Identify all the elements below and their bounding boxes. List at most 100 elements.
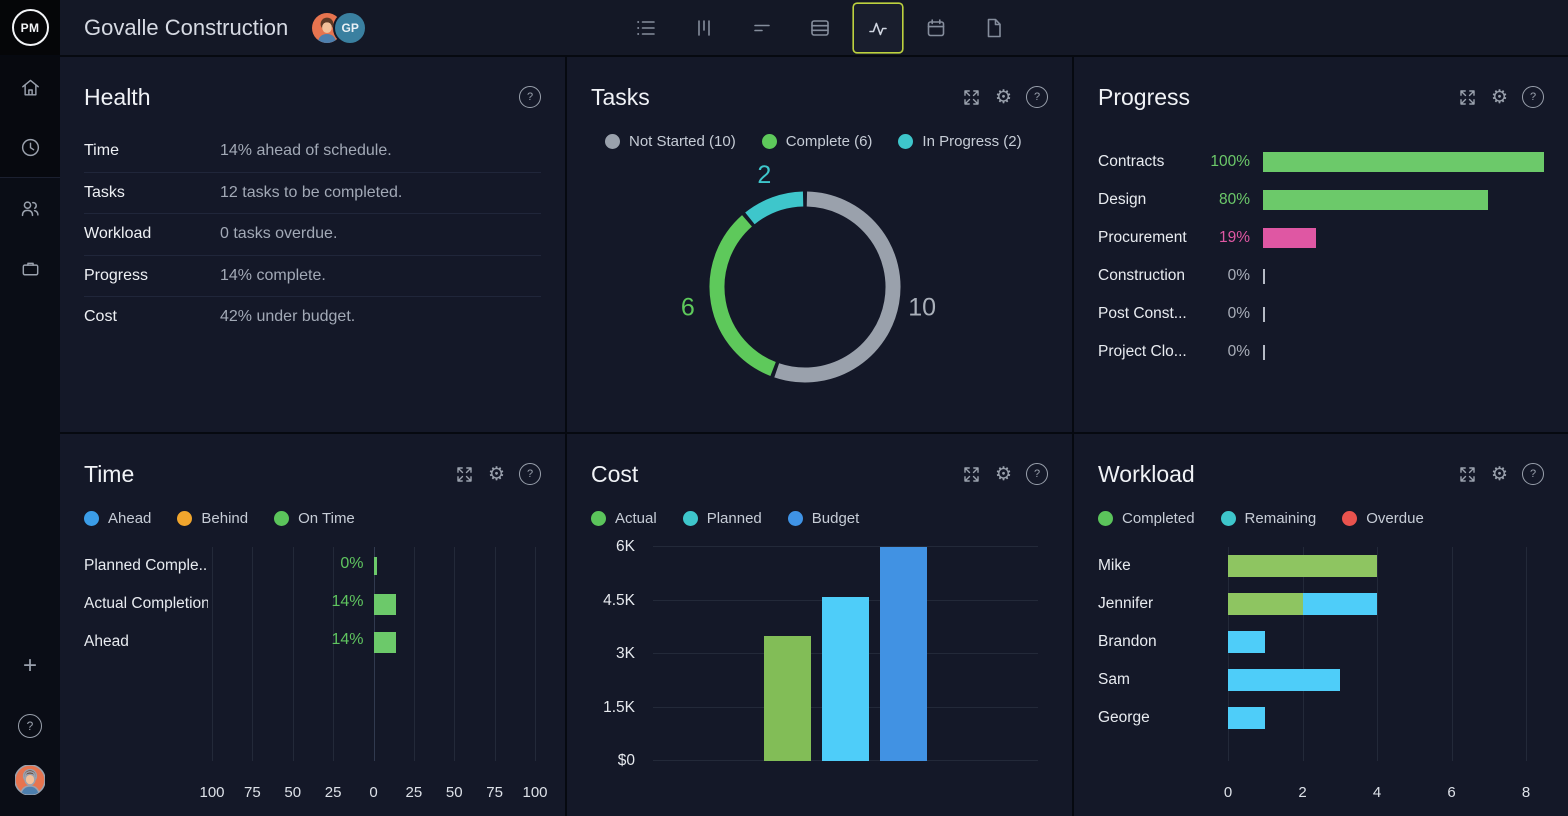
progress-row-label: Contracts xyxy=(1098,153,1165,170)
progress-row: Post Const... 0% xyxy=(1098,295,1544,333)
health-row: Progress 14% complete. xyxy=(84,254,541,297)
workload-row xyxy=(1228,661,1526,699)
legend-item[interactable]: Behind xyxy=(177,510,248,527)
sidebar-item-team[interactable] xyxy=(0,178,60,238)
legend-item[interactable]: Actual xyxy=(591,510,657,527)
axis-tick-label: 6 xyxy=(1447,784,1456,801)
legend-item[interactable]: Ahead xyxy=(84,510,151,527)
axis-tick-label: $0 xyxy=(617,752,635,769)
expand-icon[interactable] xyxy=(1458,465,1477,484)
progress-row: Construction 0% xyxy=(1098,257,1544,295)
progress-row-percent: 0% xyxy=(1227,343,1250,360)
sidebar-item-timesheets[interactable] xyxy=(0,117,60,177)
tool-list-view[interactable] xyxy=(626,8,666,48)
expand-icon[interactable] xyxy=(1458,88,1477,107)
legend-item[interactable]: Budget xyxy=(787,510,859,527)
donut-segment-complete xyxy=(709,215,776,376)
gridline xyxy=(535,547,536,761)
gear-icon[interactable]: ⚙ xyxy=(994,463,1012,485)
health-row-value: 0 tasks overdue. xyxy=(220,225,338,243)
tool-gantt-view[interactable] xyxy=(742,8,782,48)
legend-dot-icon xyxy=(591,511,606,526)
list-icon xyxy=(637,20,655,35)
help-icon[interactable]: ? xyxy=(519,86,541,108)
axis-tick-label: 25 xyxy=(405,784,423,801)
workload-row xyxy=(1228,547,1526,585)
add-button[interactable]: + xyxy=(0,636,60,696)
tool-dashboard-view[interactable] xyxy=(854,3,902,52)
calendar-icon xyxy=(927,18,945,36)
sidebar: + ? xyxy=(0,57,60,816)
gear-icon[interactable]: ⚙ xyxy=(1490,86,1508,108)
help-icon[interactable]: ? xyxy=(519,463,541,485)
gear-icon[interactable]: ⚙ xyxy=(994,86,1012,108)
user-avatar[interactable] xyxy=(0,756,60,804)
panel-time: Time ⚙ ? Ahead Behind On Time Planned Comp… xyxy=(60,434,565,816)
expand-icon[interactable] xyxy=(962,465,981,484)
expand-icon[interactable] xyxy=(455,465,474,484)
cost-y-axis: $0 1.5K 3K 4.5K 6K xyxy=(591,538,643,769)
table-icon xyxy=(811,19,829,36)
workload-row xyxy=(1228,699,1526,737)
gridline xyxy=(653,546,1038,547)
workload-bar-remaining xyxy=(1228,669,1340,691)
help-icon[interactable]: ? xyxy=(1026,86,1048,108)
home-icon xyxy=(21,79,39,96)
axis-tick-label: 3K xyxy=(616,645,635,662)
panel-title-time: Time xyxy=(84,460,135,487)
progress-bar xyxy=(1263,190,1488,210)
legend-item[interactable]: On Time xyxy=(274,510,355,527)
legend-dot-icon xyxy=(787,511,803,526)
legend-item[interactable]: Remaining xyxy=(1220,510,1316,527)
gridline xyxy=(1526,547,1527,761)
health-row-label: Time xyxy=(84,142,119,160)
progress-row-percent: 19% xyxy=(1218,229,1250,246)
progress-bar-track xyxy=(1263,228,1544,248)
gantt-icon xyxy=(754,24,770,31)
help-icon[interactable]: ? xyxy=(1522,463,1544,485)
help-icon[interactable]: ? xyxy=(1026,463,1048,485)
sidebar-item-home[interactable] xyxy=(0,57,60,117)
tool-calendar-view[interactable] xyxy=(916,8,956,48)
expand-icon[interactable] xyxy=(962,88,981,107)
app-logo[interactable]: PM xyxy=(0,0,60,55)
view-toolbar xyxy=(626,0,1014,55)
tool-table-view[interactable] xyxy=(800,8,840,48)
project-title: Govalle Construction xyxy=(84,14,289,40)
progress-row-percent: 80% xyxy=(1218,191,1250,208)
progress-row: Project Clo... 0% xyxy=(1098,333,1544,371)
cost-bar-budget xyxy=(880,547,927,761)
plus-icon: + xyxy=(22,652,37,679)
progress-row-label: Project Clo... xyxy=(1098,343,1187,360)
legend-item[interactable]: Complete (6) xyxy=(761,133,872,150)
tool-docs-view[interactable] xyxy=(974,8,1014,48)
cost-plot-area xyxy=(653,546,1038,761)
time-bar xyxy=(373,594,397,615)
project-members: GP xyxy=(312,10,368,45)
workload-row-label: Mike xyxy=(1098,557,1131,574)
member-avatar-gp[interactable]: GP xyxy=(333,10,368,45)
help-icon[interactable]: ? xyxy=(1522,86,1544,108)
time-row-value: 14% xyxy=(331,631,364,648)
gridline xyxy=(494,547,496,761)
legend-label: Completed xyxy=(1122,510,1195,527)
progress-row-percent: 100% xyxy=(1210,153,1250,170)
panel-title-tasks: Tasks xyxy=(591,83,650,110)
sidebar-item-projects[interactable] xyxy=(0,238,60,298)
tool-board-view[interactable] xyxy=(684,8,724,48)
legend-dot-icon xyxy=(177,511,193,526)
legend-item[interactable]: Completed xyxy=(1098,510,1195,527)
legend-item[interactable]: Planned xyxy=(682,510,762,527)
help-button[interactable]: ? xyxy=(0,696,60,756)
time-row: 14% xyxy=(212,623,535,661)
legend-item[interactable]: Overdue xyxy=(1342,510,1424,527)
legend-item[interactable]: Not Started (10) xyxy=(605,133,736,150)
gear-icon[interactable]: ⚙ xyxy=(1490,463,1508,485)
user-avatar-icon xyxy=(15,765,45,795)
gear-icon[interactable]: ⚙ xyxy=(487,463,505,485)
legend-item[interactable]: In Progress (2) xyxy=(898,133,1022,150)
donut-value-label: 6 xyxy=(681,294,695,322)
board-columns-icon xyxy=(698,19,710,36)
axis-tick-label: 2 xyxy=(1298,784,1307,801)
cost-legend: Actual Planned Budget xyxy=(591,510,1048,527)
